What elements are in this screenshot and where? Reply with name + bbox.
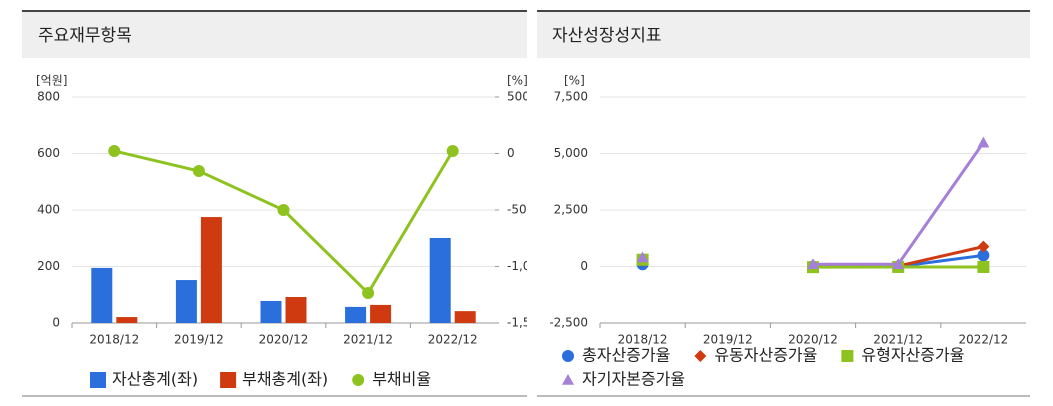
- x-tick-label: 2019/12: [703, 333, 753, 347]
- bar: [429, 237, 451, 323]
- legend-item: 부채비율: [352, 370, 431, 389]
- y2-tick-label: -1,000: [507, 259, 546, 273]
- legend-item: 유형자산증가율: [841, 346, 964, 365]
- y-tick-label: 600: [37, 146, 60, 160]
- y2-tick-label: 0: [507, 146, 515, 160]
- y2-tick-label: -500: [507, 203, 534, 217]
- legend-item: 부채총계(좌): [220, 370, 328, 389]
- marker: [562, 374, 574, 385]
- line: [813, 141, 985, 266]
- y2-tick-label: 500: [507, 90, 530, 104]
- x-tick-label: 2022/12: [428, 333, 478, 347]
- marker: [977, 260, 990, 273]
- x-tick-label: 2020/12: [259, 333, 309, 347]
- panel-border: [537, 10, 1030, 12]
- panel-title: 주요재무항목: [38, 26, 132, 46]
- y2-axis-label: [%]: [507, 74, 528, 88]
- legend-label: 부채총계(좌): [242, 370, 328, 389]
- legend-label: 자기자본증가율: [582, 370, 685, 389]
- y-tick-label: -2,500: [549, 316, 588, 330]
- marker: [977, 240, 990, 253]
- bar: [91, 267, 113, 323]
- y-tick-label: 0: [580, 259, 588, 273]
- x-tick-label: 2020/12: [788, 333, 838, 347]
- marker: [90, 372, 106, 388]
- marker: [892, 258, 905, 270]
- y-axis-label: [%]: [564, 74, 585, 88]
- panel-border: [537, 395, 1030, 397]
- marker: [841, 350, 854, 362]
- legend-item: 총자산증가율: [562, 346, 670, 365]
- y-tick-label: 7,500: [554, 90, 588, 104]
- marker: [277, 204, 290, 216]
- bar: [345, 306, 367, 323]
- marker: [352, 374, 365, 386]
- y-tick-label: 5,000: [554, 146, 588, 160]
- y-tick-label: 400: [37, 203, 60, 217]
- chart: [억원] [%] 0 200 400 600 800 -1,500 -1,000 -500 0 500…: [36, 74, 546, 389]
- marker: [694, 350, 707, 362]
- bar: [370, 304, 392, 323]
- x-tick-label: 2022/12: [958, 333, 1008, 347]
- y2-tick-label: -1,500: [507, 316, 546, 330]
- marker: [220, 372, 237, 388]
- bar: [175, 280, 197, 323]
- panel: 자산성장성지표: [537, 10, 1030, 397]
- marker: [807, 258, 819, 270]
- legend-label: 유동자산증가율: [714, 346, 817, 365]
- legend-label: 자산총계(좌): [112, 370, 198, 389]
- x-tick-label: 2018/12: [618, 333, 668, 347]
- bar: [285, 297, 307, 323]
- legend-item: 유동자산증가율: [694, 346, 817, 365]
- marker: [446, 145, 459, 158]
- y-axis-label: [억원]: [36, 74, 67, 88]
- marker: [636, 251, 649, 263]
- marker: [562, 350, 574, 362]
- y-tick-label: 800: [37, 90, 60, 104]
- bar: [116, 317, 138, 323]
- panel-title: 자산성장성지표: [552, 26, 661, 46]
- marker: [977, 136, 990, 148]
- legend-item: 자산총계(좌): [90, 370, 198, 389]
- x-tick-label: 2019/12: [174, 333, 224, 347]
- y-tick-label: 2,500: [554, 203, 588, 217]
- marker: [362, 287, 375, 300]
- legend-label: 총자산증가율: [582, 346, 670, 365]
- panel-header: [22, 10, 527, 58]
- y-tick-label: 200: [37, 259, 60, 273]
- line: [113, 149, 454, 296]
- x-tick-label: 2021/12: [343, 333, 393, 347]
- marker: [108, 145, 121, 158]
- y-tick-label: 0: [52, 316, 60, 330]
- x-tick-label: 2021/12: [873, 333, 923, 347]
- legend-label: 유형자산증가율: [861, 346, 964, 365]
- x-tick-label: 2018/12: [89, 333, 139, 347]
- bar: [454, 311, 476, 323]
- panel-header: [537, 10, 1030, 58]
- panel-border: [22, 395, 527, 397]
- bar: [260, 300, 282, 323]
- bar: [200, 217, 222, 323]
- legend-item: 자기자본증가율: [562, 370, 685, 389]
- marker: [192, 165, 205, 178]
- panel-border: [22, 10, 527, 12]
- legend-label: 부채비율: [372, 370, 431, 389]
- marker: [977, 249, 990, 262]
- chart: [%] -2,500 0 2,500 5,000 7,500 2018/12 2019/12 2…: [549, 74, 1026, 389]
- panel: 주요재무항목: [22, 10, 527, 397]
